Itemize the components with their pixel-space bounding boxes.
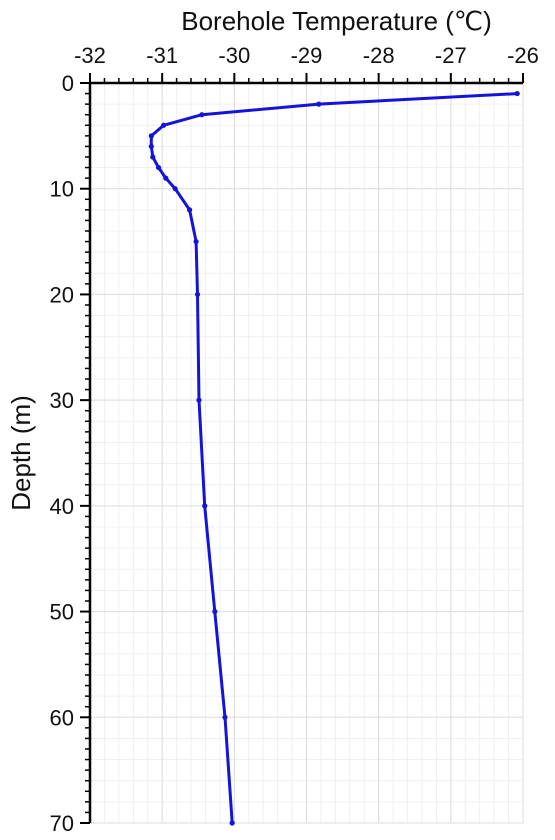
y-tick-label: 0 bbox=[62, 71, 74, 96]
major-grid bbox=[89, 82, 524, 824]
data-point bbox=[514, 90, 520, 97]
data-point bbox=[161, 122, 167, 128]
data-point bbox=[186, 207, 193, 213]
data-point bbox=[194, 291, 201, 298]
y-axis-title: Depth (m) bbox=[6, 395, 36, 511]
y-tick-label: 10 bbox=[50, 177, 74, 202]
x-tick-label: -26 bbox=[507, 43, 539, 68]
data-point bbox=[316, 101, 322, 107]
y-tick-label: 60 bbox=[50, 705, 74, 730]
series-layer bbox=[148, 90, 520, 826]
y-tick-label: 20 bbox=[50, 282, 74, 307]
labels-layer: -32 -31 -30 -29 -28 -27 -26 0 10 20 30 40 50 60 70 bbox=[50, 43, 539, 836]
data-point bbox=[150, 154, 156, 160]
data-point bbox=[212, 608, 218, 615]
data-point bbox=[196, 397, 202, 403]
y-tick-label: 70 bbox=[50, 811, 74, 836]
data-point bbox=[222, 714, 228, 720]
x-tick-label: -30 bbox=[218, 43, 250, 68]
series-line bbox=[149, 92, 519, 825]
data-point bbox=[202, 503, 208, 509]
data-point bbox=[199, 112, 205, 118]
data-point bbox=[193, 238, 199, 245]
y-tick-label: 50 bbox=[50, 600, 74, 625]
data-point bbox=[172, 186, 178, 192]
x-tick-label: -29 bbox=[291, 43, 323, 68]
y-tick-label: 30 bbox=[50, 388, 74, 413]
y-tick-label: 40 bbox=[50, 494, 74, 519]
data-point bbox=[148, 143, 154, 150]
x-tick-label: -32 bbox=[74, 43, 106, 68]
x-tick-label: -27 bbox=[435, 43, 467, 68]
axes bbox=[80, 73, 524, 824]
data-point bbox=[148, 133, 154, 139]
x-axis-title: Borehole Temperature (℃) bbox=[181, 6, 492, 36]
data-point bbox=[155, 164, 162, 171]
x-tick-label: -28 bbox=[363, 43, 395, 68]
data-point bbox=[229, 820, 235, 826]
x-tick-label: -31 bbox=[146, 43, 178, 68]
data-point bbox=[163, 175, 169, 181]
